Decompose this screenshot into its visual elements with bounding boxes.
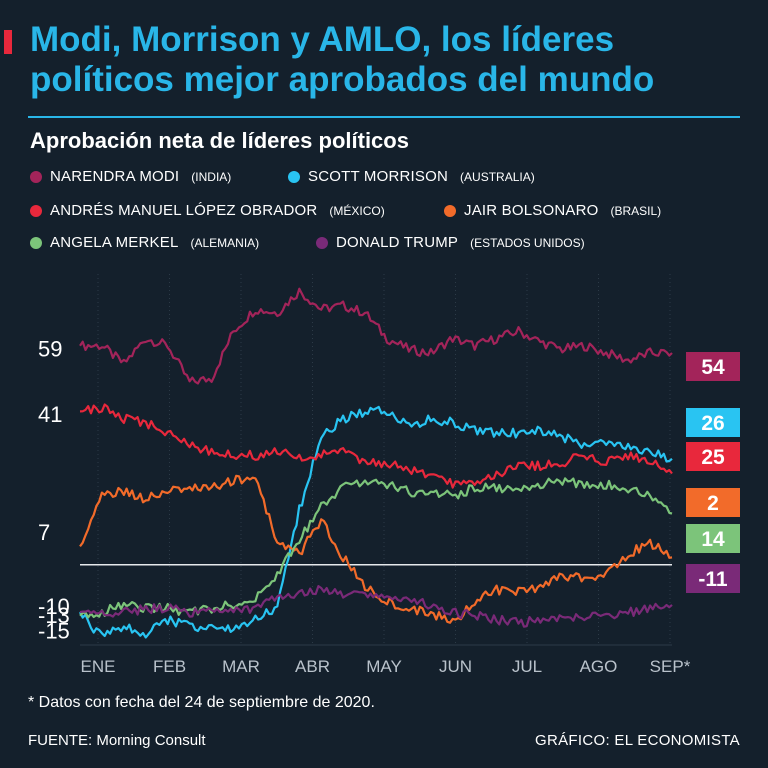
legend-country-trump: (ESTADOS UNIDOS) — [470, 235, 585, 250]
legend-country-amlo: (MÉXICO) — [329, 203, 385, 218]
x-tick-label: MAR — [222, 657, 260, 676]
x-tick-label: ENE — [81, 657, 116, 676]
legend-item-morrison: SCOTT MORRISON (AUSTRALIA) — [288, 168, 535, 185]
legend-label-bolsonaro: JAIR BOLSONARO — [464, 202, 599, 219]
footnote: * Datos con fecha del 24 de septiembre d… — [28, 694, 375, 711]
end-value-label: 54 — [701, 356, 725, 379]
y-tick-label: 59 — [38, 336, 62, 361]
legend-country-bolsonaro: (BRASIL) — [610, 203, 662, 218]
end-value-label: 25 — [701, 446, 725, 469]
title-accent-bar — [4, 30, 12, 54]
legend-item-merkel: ANGELA MERKEL (ALEMANIA) — [30, 234, 259, 251]
end-value-label: 14 — [701, 528, 725, 551]
y-tick-label: -10 — [38, 594, 70, 619]
end-badge-3 — [686, 488, 740, 517]
y-tick-label: 7 — [38, 520, 50, 545]
end-badge-0 — [686, 352, 740, 381]
x-tick-label: SEP* — [650, 657, 691, 676]
end-value-label: -11 — [698, 568, 728, 591]
credit-text: GRÁFICO: EL ECONOMISTA — [535, 732, 740, 749]
x-tick-label: JUN — [439, 657, 472, 676]
end-badge-5 — [686, 564, 740, 593]
end-badge-1 — [686, 408, 740, 437]
legend-label-trump: DONALD TRUMP — [336, 234, 459, 251]
x-tick-label: FEB — [153, 657, 186, 676]
series-line-3 — [79, 474, 673, 624]
legend-label-modi: NARENDRA MODI — [50, 168, 180, 185]
series-line-4 — [79, 477, 673, 619]
legend-label-merkel: ANGELA MERKEL — [50, 234, 179, 251]
series-line-5 — [79, 585, 673, 628]
title-divider — [28, 116, 740, 118]
legend-dot-amlo — [30, 204, 42, 217]
end-badge-2 — [686, 442, 740, 471]
page-title: Modi, Morrison y AMLO, los líderes polít… — [30, 20, 655, 99]
legend-country-morrison: (AUSTRALIA) — [460, 169, 535, 184]
chart-title: Aprobación neta de líderes políticos — [30, 128, 409, 153]
legend-dot-merkel — [30, 236, 42, 249]
legend-item-trump: DONALD TRUMP (ESTADOS UNIDOS) — [316, 234, 585, 251]
legend-label-morrison: SCOTT MORRISON — [308, 168, 449, 185]
legend-dot-trump — [316, 236, 328, 249]
legend-country-modi: (INDIA) — [191, 169, 232, 184]
legend-item-bolsonaro: JAIR BOLSONARO (BRASIL) — [444, 202, 661, 219]
legend-country-merkel: (ALEMANIA) — [190, 235, 260, 250]
x-tick-label: ABR — [295, 657, 330, 676]
end-badge-4 — [686, 524, 740, 553]
end-value-label: 2 — [707, 492, 719, 515]
legend-item-amlo: ANDRÉS MANUEL LÓPEZ OBRADOR (MÉXICO) — [30, 202, 385, 219]
source-text: FUENTE: Morning Consult — [28, 732, 206, 749]
legend-dot-morrison — [288, 170, 300, 183]
series-line-2 — [79, 403, 673, 489]
series-line-1 — [79, 405, 673, 639]
y-tick-label: 41 — [38, 402, 62, 427]
x-tick-label: JUL — [512, 657, 542, 676]
y-tick-label: -15 — [38, 618, 70, 643]
y-tick-label: -13 — [38, 603, 70, 628]
legend-label-amlo: ANDRÉS MANUEL LÓPEZ OBRADOR — [50, 202, 318, 219]
end-value-label: 26 — [701, 412, 724, 435]
legend-dot-modi — [30, 170, 42, 183]
legend-dot-bolsonaro — [444, 204, 456, 217]
x-tick-label: MAY — [366, 657, 402, 676]
x-tick-label: AGO — [580, 657, 618, 676]
series-line-0 — [79, 287, 673, 385]
legend-item-modi: NARENDRA MODI (INDIA) — [30, 168, 231, 185]
approval-line-chart: ENE FEB MAR ABR MAY JUN JUL AGO SEP*59417-10-13-… — [38, 274, 740, 676]
